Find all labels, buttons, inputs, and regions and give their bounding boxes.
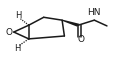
Text: HN: HN — [86, 8, 100, 17]
Text: O: O — [5, 28, 12, 37]
Polygon shape — [61, 20, 79, 27]
Text: H: H — [14, 44, 20, 53]
Text: O: O — [77, 35, 84, 44]
Text: H: H — [15, 11, 21, 20]
